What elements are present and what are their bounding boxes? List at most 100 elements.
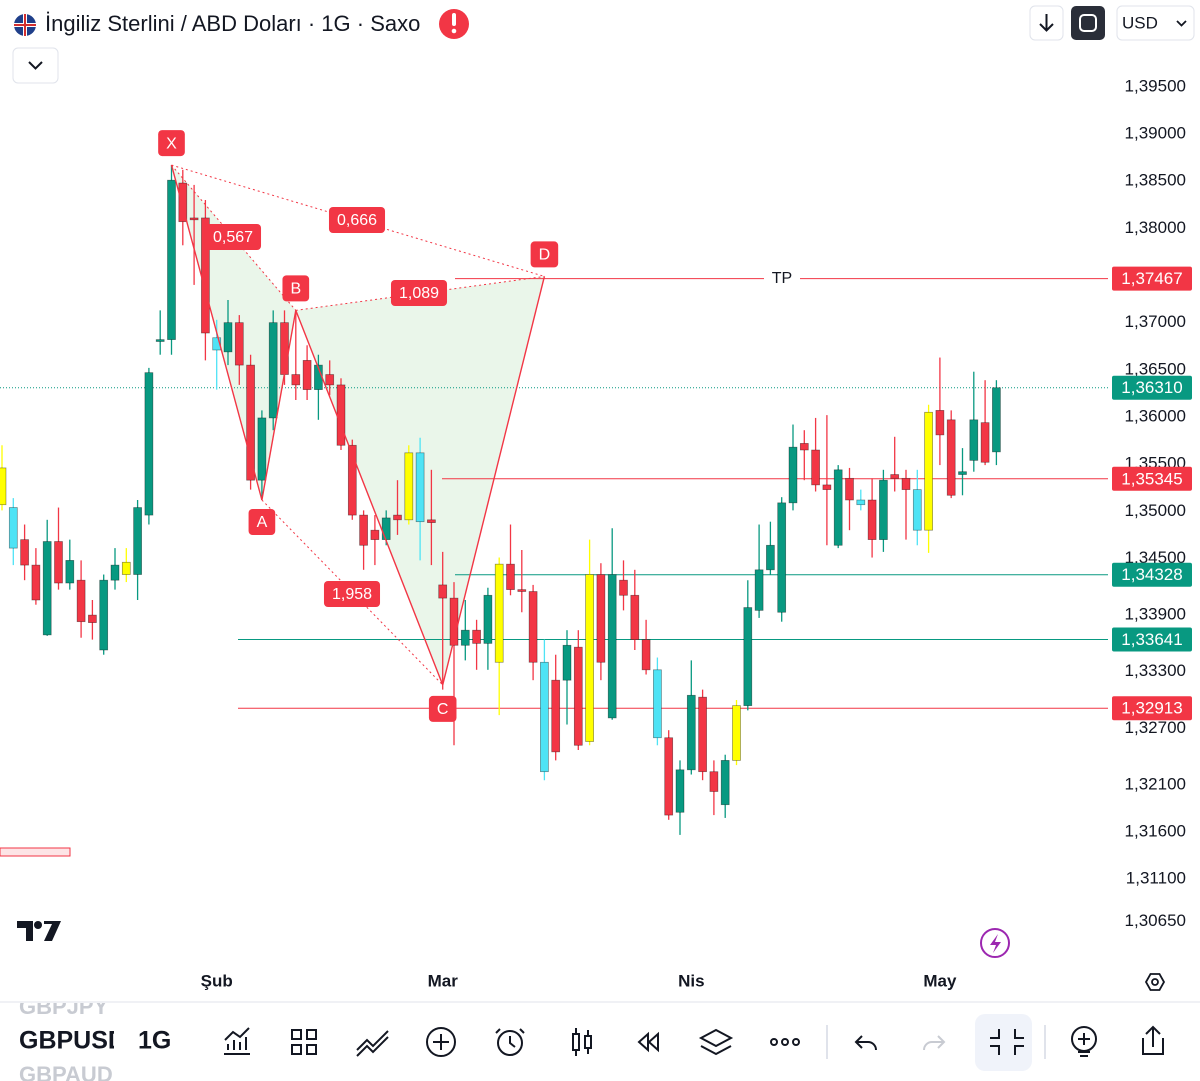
price-box-label: 1,34328 (1121, 565, 1182, 584)
pattern-ratio-label-text: 0,567 (213, 229, 253, 246)
layers-icon[interactable] (698, 1028, 734, 1056)
chevron-icon (28, 61, 43, 70)
symbol-option[interactable]: GBPAUD (19, 1062, 113, 1081)
replay-icon[interactable] (637, 1031, 659, 1053)
pattern-ratio-label-text: 1,958 (332, 586, 372, 603)
y-tick-label: 1,36000 (1125, 406, 1186, 425)
zone-box (0, 847, 71, 857)
price-box-label: 1,37467 (1121, 269, 1182, 288)
indicators-icon[interactable] (224, 1027, 250, 1055)
pattern-point-label-text: D (539, 247, 551, 264)
candle-body (686, 694, 696, 771)
candle-body (212, 337, 222, 351)
pattern-point-label-box (282, 275, 310, 302)
candle-body (788, 446, 798, 504)
candle-body (890, 474, 900, 479)
level-text: TP (772, 270, 792, 287)
symbol-title[interactable]: İngiliz Sterlini / ABD Doları · 1G · Sax… (45, 11, 420, 36)
candle-body (178, 182, 188, 223)
candle-body (585, 574, 594, 742)
y-tick-label: 1,36500 (1125, 359, 1186, 378)
candle-body (856, 499, 866, 506)
candle-body (709, 771, 719, 792)
candle-body (596, 574, 606, 663)
symbol-current[interactable]: GBPUSD (19, 1027, 126, 1055)
candle-body (641, 639, 651, 671)
candle-body (754, 569, 764, 611)
candle-body (833, 469, 843, 546)
candle-body (20, 539, 29, 566)
collapse-button[interactable] (12, 47, 59, 84)
warning-mark (452, 13, 456, 26)
candle-body (517, 589, 527, 592)
candle-body (268, 322, 278, 419)
flag-cross (14, 14, 36, 36)
logo-part (17, 921, 33, 941)
pattern-leg (442, 276, 546, 686)
candle-body (720, 760, 730, 806)
more-dot[interactable] (770, 1038, 778, 1046)
pattern-point-label: X (158, 130, 185, 157)
pattern-ratio-label-box (204, 224, 262, 250)
candle-body (630, 594, 640, 640)
candle-body (99, 579, 109, 651)
header: İngiliz Sterlini / ABD Doları · 1G · Sax… (12, 5, 1195, 84)
price-box (1112, 562, 1192, 587)
add-icon[interactable] (426, 1027, 456, 1057)
price-box-label: 1,36310 (1121, 378, 1182, 397)
share-icon[interactable] (1142, 1025, 1164, 1055)
candle-body (31, 564, 41, 601)
candle-body (438, 584, 448, 599)
logo-part (34, 921, 42, 929)
pattern-point-label-box (530, 241, 559, 268)
plot-area (0, 164, 1108, 835)
pattern-point-label-text: A (257, 514, 268, 531)
y-tick-label: 1,39000 (1125, 123, 1186, 142)
hexagon-core (1151, 978, 1159, 986)
logo-part (44, 921, 61, 941)
pattern-point-label: A (248, 509, 276, 535)
candle-body (393, 514, 402, 521)
fullscreen-button[interactable] (975, 1014, 1032, 1071)
y-tick-label: 1,30650 (1125, 911, 1186, 930)
interval[interactable]: 1G (138, 1027, 171, 1055)
settings-icon[interactable] (1144, 973, 1166, 991)
candle-body (223, 322, 233, 353)
layouts-icon[interactable] (291, 1029, 317, 1055)
pattern-ratio-label: 1,958 (323, 581, 381, 607)
pattern-ratio-label-box (390, 280, 448, 306)
candle-body (121, 561, 131, 575)
bars-icon[interactable] (572, 1028, 592, 1056)
undo-icon[interactable] (854, 1035, 877, 1051)
currency-select[interactable] (1116, 5, 1195, 41)
candle-body (291, 374, 301, 386)
y-tick-label: 1,37000 (1125, 312, 1186, 331)
symbol-option[interactable]: GBPJPY (19, 994, 109, 1019)
candle-body (167, 179, 176, 340)
y-tick-label: 1,34500 (1125, 548, 1186, 567)
candle-body (992, 387, 1001, 453)
candle-body (766, 544, 775, 571)
candle-body (133, 507, 142, 575)
candle-body (381, 517, 391, 540)
redo-icon[interactable] (923, 1035, 946, 1051)
candle-body (551, 679, 561, 753)
x-tick-label: Şub (201, 971, 233, 990)
candle-body (370, 529, 380, 540)
alert-icon[interactable] (497, 1030, 523, 1056)
symbol-wheel: GBPJPY GBPUSD GBPAUD (19, 994, 126, 1081)
candle-body (540, 661, 549, 773)
currency-label: USD (1122, 13, 1158, 32)
layout-icon (1079, 14, 1097, 32)
more-dot (781, 1038, 789, 1046)
draw-icon[interactable] (356, 1030, 389, 1057)
pattern-leg (295, 310, 444, 686)
candle-body (743, 607, 753, 707)
candle-body (404, 452, 414, 521)
candle-body (607, 574, 617, 719)
candle-body (144, 372, 154, 516)
pattern-ratio-label: 0,567 (204, 224, 262, 250)
layout-button[interactable] (1071, 6, 1105, 40)
candle-body (506, 563, 515, 590)
